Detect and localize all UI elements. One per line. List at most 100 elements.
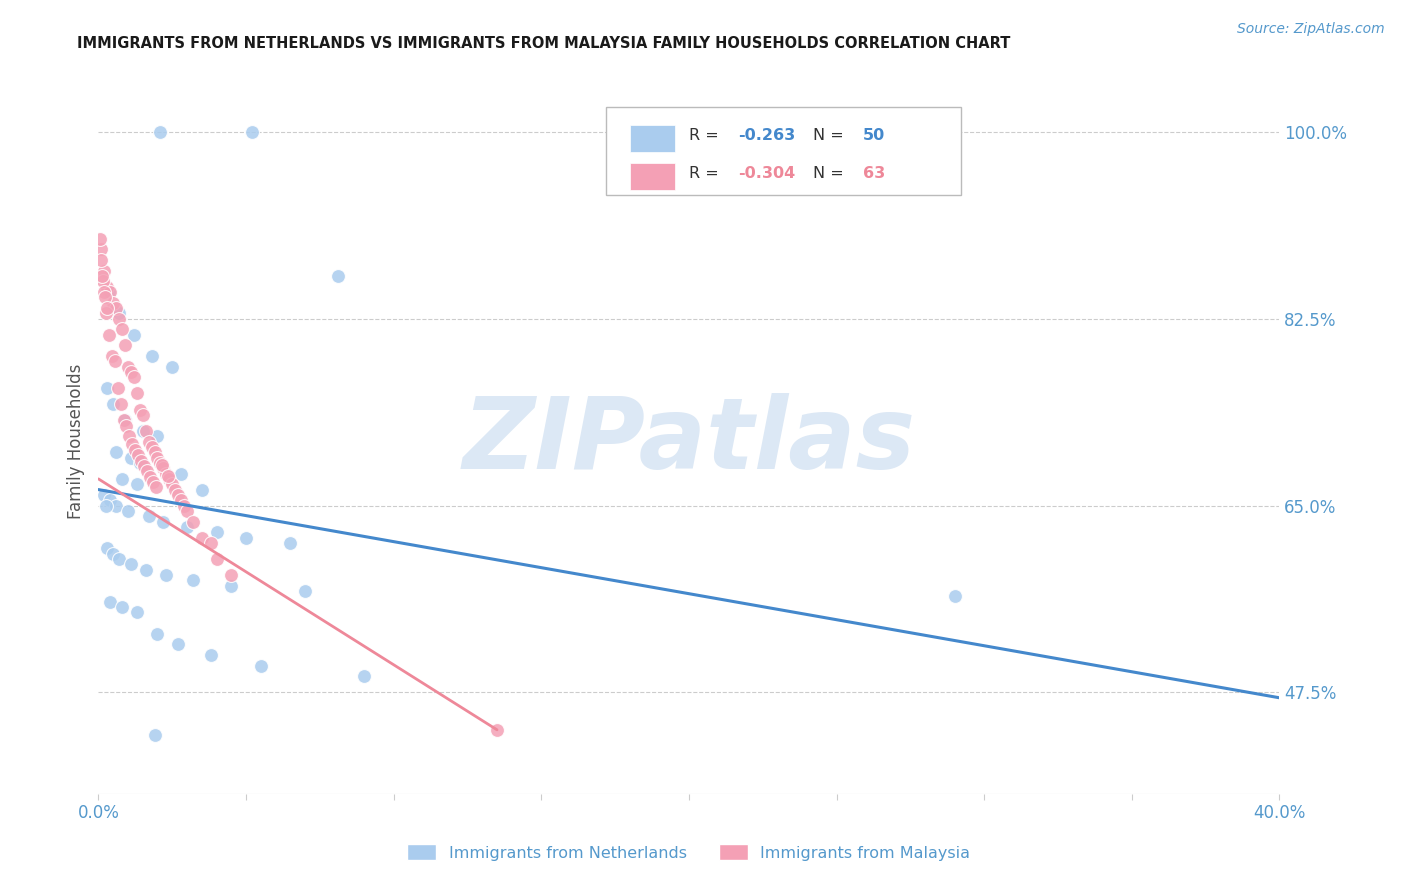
FancyBboxPatch shape (606, 107, 960, 194)
Point (943, 590, 966, 604)
Point (128, 402, 150, 417)
Point (155, 568, 177, 582)
Point (105, 301, 128, 315)
Point (221, 568, 243, 582)
Point (108, 552, 131, 566)
Point (136, 465, 159, 479)
Point (326, 268, 349, 283)
Point (97, 327, 120, 342)
Point (176, 520, 198, 534)
Point (191, 483, 214, 497)
Legend: Immigrants from Netherlands, Immigrants from Malaysia: Immigrants from Netherlands, Immigrants … (401, 838, 977, 867)
Point (205, 552, 228, 566)
Point (111, 472, 134, 486)
Point (294, 584, 316, 599)
Point (104, 354, 127, 368)
Text: IMMIGRANTS FROM NETHERLANDS VS IMMIGRANTS FROM MALAYSIA FAMILY HOUSEHOLDS CORREL: IMMIGRANTS FROM NETHERLANDS VS IMMIGRANT… (77, 36, 1011, 51)
FancyBboxPatch shape (630, 125, 675, 152)
Point (114, 338, 136, 352)
Text: 50: 50 (862, 128, 884, 143)
Point (221, 579, 243, 593)
Point (146, 429, 169, 443)
Point (125, 606, 148, 620)
Point (145, 480, 167, 494)
Point (118, 429, 141, 443)
FancyBboxPatch shape (630, 163, 675, 190)
Point (152, 461, 174, 475)
Point (93, 285, 115, 299)
Point (98, 595, 121, 609)
Point (122, 327, 145, 342)
Text: R =: R = (689, 128, 724, 143)
Point (91, 274, 114, 288)
Point (98, 493, 121, 508)
Point (90, 243, 112, 257)
Point (125, 477, 148, 491)
Point (117, 504, 139, 518)
Point (89, 232, 111, 246)
Point (278, 536, 302, 550)
Point (115, 418, 138, 433)
Point (96, 301, 118, 315)
Text: ZIPatlas: ZIPatlas (463, 393, 915, 490)
Point (111, 322, 134, 336)
Point (127, 449, 149, 463)
Point (139, 469, 162, 483)
Point (173, 499, 195, 513)
Text: Source: ZipAtlas.com: Source: ZipAtlas.com (1237, 22, 1385, 37)
Point (162, 359, 183, 374)
Point (200, 648, 222, 662)
Point (128, 456, 150, 470)
Point (176, 504, 198, 518)
Point (108, 306, 131, 320)
Text: 63: 63 (862, 166, 884, 181)
Point (94, 306, 117, 320)
Point (167, 637, 190, 651)
Point (165, 483, 187, 497)
Point (94, 499, 117, 513)
Point (142, 475, 165, 489)
Point (120, 450, 142, 465)
Point (108, 311, 131, 326)
Y-axis label: Family Households: Family Households (66, 364, 84, 519)
Point (110, 397, 132, 411)
Point (170, 467, 193, 481)
Point (120, 558, 142, 572)
Point (152, 515, 174, 529)
Point (157, 472, 180, 486)
Point (125, 386, 148, 401)
Point (103, 295, 125, 310)
Point (146, 626, 169, 640)
Point (181, 574, 204, 588)
Point (93, 263, 115, 277)
Point (141, 440, 163, 454)
Point (250, 658, 273, 673)
Point (149, 125, 172, 139)
Point (97, 285, 120, 299)
Text: -0.263: -0.263 (738, 128, 796, 143)
Point (181, 515, 204, 529)
Point (170, 493, 193, 508)
Point (143, 445, 166, 459)
Point (103, 397, 125, 411)
Text: N =: N = (813, 166, 849, 181)
Point (98, 285, 121, 299)
Point (143, 728, 166, 742)
Point (120, 365, 142, 379)
Point (96, 279, 118, 293)
Point (90, 253, 112, 268)
Point (191, 531, 214, 545)
Point (124, 443, 146, 458)
Point (105, 499, 128, 513)
Point (96, 541, 118, 556)
Point (112, 413, 135, 427)
Point (149, 456, 172, 470)
Point (162, 477, 183, 491)
Point (200, 536, 222, 550)
Point (122, 370, 145, 384)
Point (135, 424, 157, 438)
Point (100, 349, 122, 363)
Point (93, 488, 115, 502)
Point (105, 445, 128, 459)
Point (135, 563, 157, 577)
